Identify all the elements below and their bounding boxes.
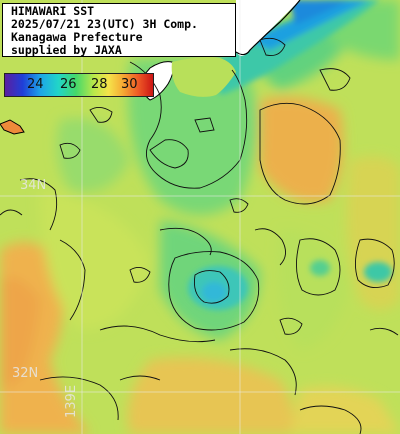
cool-eddies bbox=[188, 0, 392, 310]
title-line-1: HIMAWARI SST bbox=[11, 4, 95, 18]
lat-label-32n: 32N bbox=[12, 366, 39, 381]
map-title-box: HIMAWARI SST 2025/07/21 23(UTC) 3H Comp.… bbox=[2, 3, 236, 57]
land-coast bbox=[225, 0, 300, 56]
title-line-2: 2025/07/21 23(UTC) 3H Comp. bbox=[11, 17, 198, 31]
island-west bbox=[0, 119, 25, 135]
colorbar-tick-30: 30 bbox=[121, 77, 138, 92]
lon-label-139e: 139E bbox=[64, 384, 79, 418]
colorbar-tick-26: 26 bbox=[60, 77, 77, 92]
lat-label-34n: 34N bbox=[20, 178, 47, 193]
sst-colorbar: 24 26 28 30 bbox=[4, 73, 154, 97]
isotherm-contours bbox=[0, 37, 399, 434]
title-line-3: Kanagawa Prefecture bbox=[11, 30, 143, 44]
colorbar-gradient bbox=[5, 74, 153, 96]
colorbar-tick-24: 24 bbox=[27, 77, 44, 92]
colorbar-tick-28: 28 bbox=[91, 77, 108, 92]
title-line-4: supplied by JAXA bbox=[11, 43, 122, 57]
